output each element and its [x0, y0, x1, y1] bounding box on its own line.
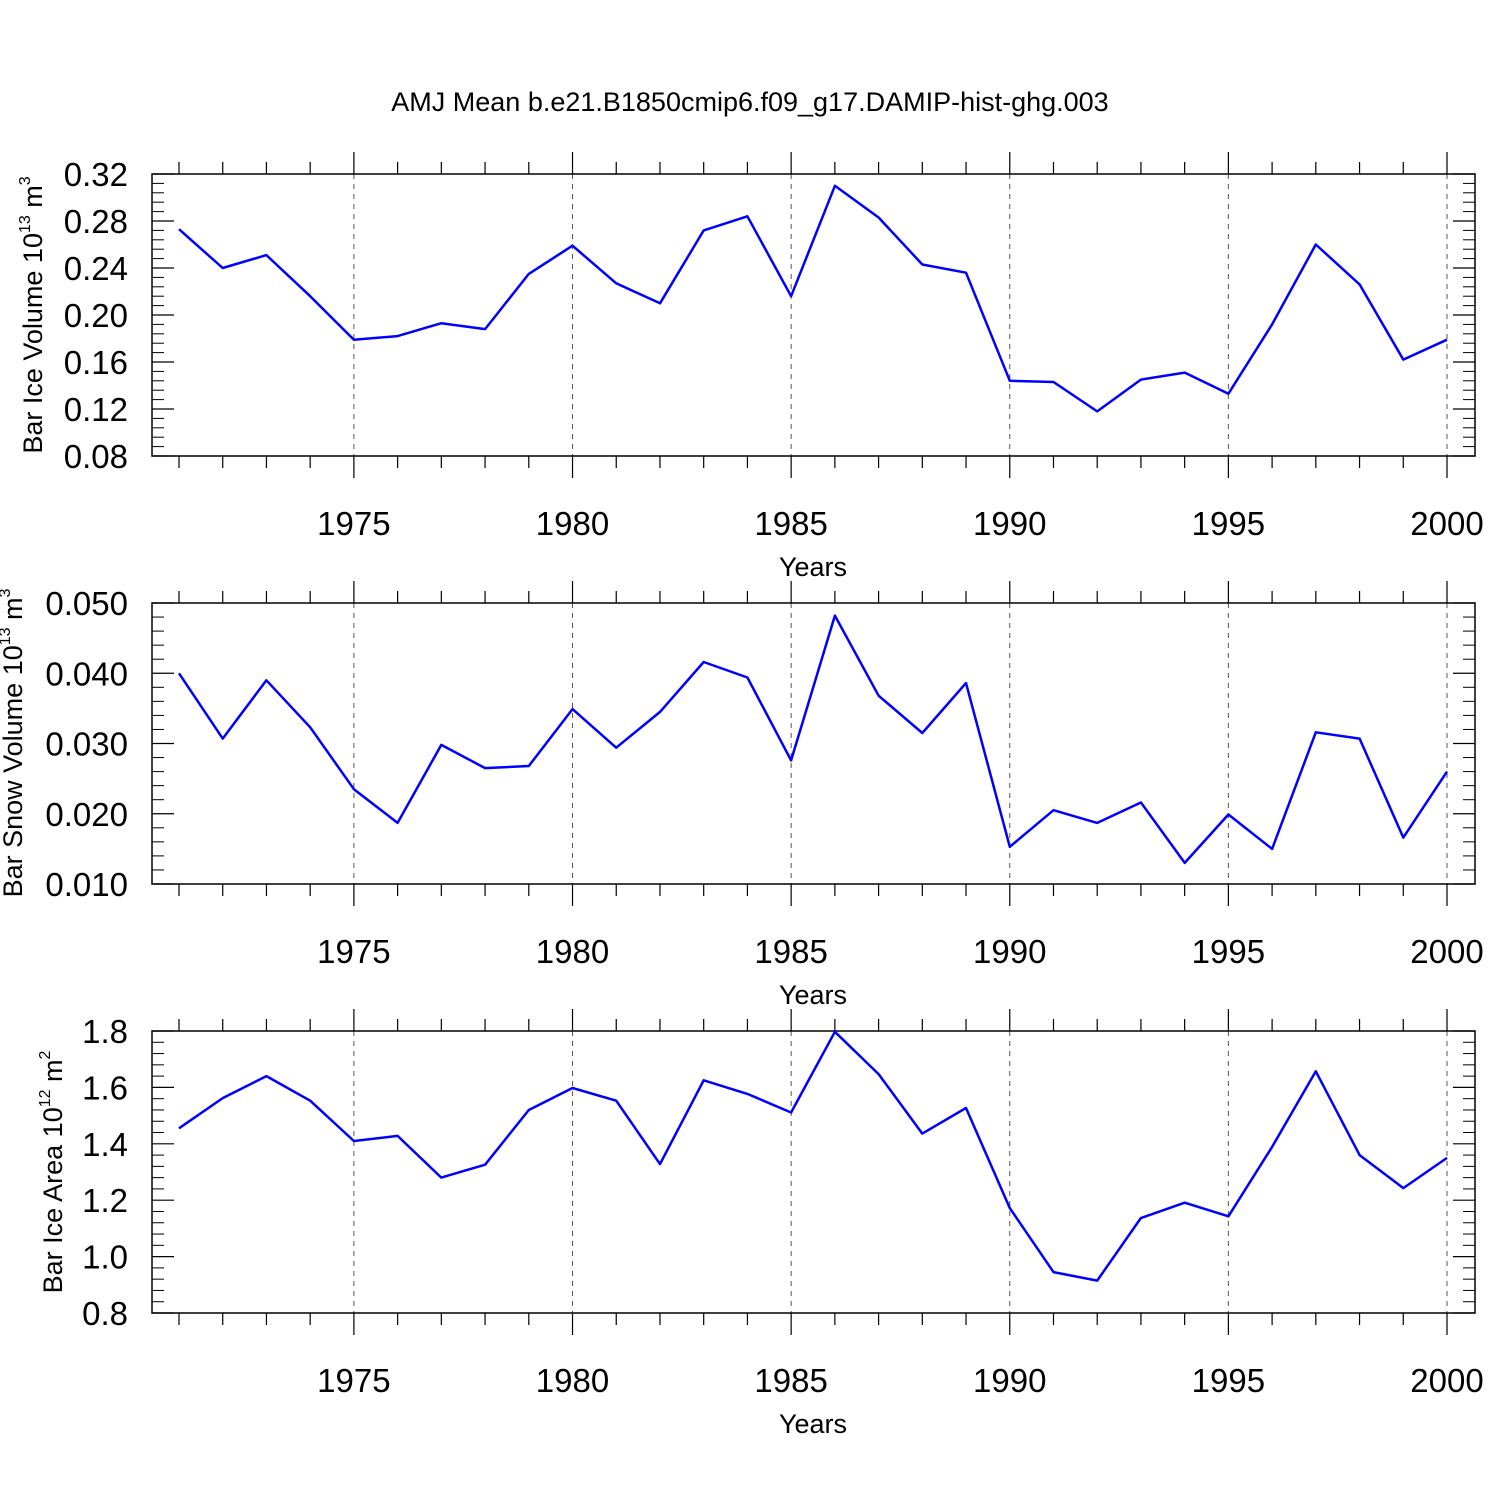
y-axis-label-base: Bar Ice Volume 10 [18, 233, 48, 454]
y-axis-label-unit-exponent: 3 [0, 588, 14, 597]
x-tick-label: 1990 [973, 505, 1046, 542]
plot-frame [151, 1030, 1476, 1314]
y-tick-label: 1.8 [82, 1013, 128, 1050]
y-tick-label: 0.12 [64, 391, 128, 428]
y-tick-label: 1.0 [82, 1239, 128, 1276]
y-tick-label: 0.08 [64, 438, 128, 475]
x-axis-label: Years [779, 552, 847, 582]
y-tick-label: 0.16 [64, 344, 128, 381]
x-axis-label: Years [779, 1409, 847, 1439]
y-axis-label-unit: m [18, 185, 48, 215]
x-tick-label: 1975 [317, 505, 390, 542]
x-tick-label: 1975 [317, 1362, 390, 1399]
y-axis-label: Bar Snow Volume 1013 m3 [0, 588, 28, 897]
y-axis-label-exponent: 13 [0, 627, 14, 645]
y-tick-label: 0.030 [45, 726, 128, 763]
x-tick-label: 2000 [1410, 505, 1483, 542]
y-axis-label-unit-exponent: 2 [37, 1050, 54, 1059]
chart-panel-3: 1975 1980 1985 1990 1995 2000 Years 0.8 1.0 1.2 1.… [37, 1009, 1484, 1439]
y-tick-label: 0.8 [82, 1295, 128, 1332]
y-axis-label-exponent: 13 [17, 215, 34, 233]
y-tick-label: 0.040 [45, 655, 128, 692]
x-tick-label: 1980 [536, 933, 609, 970]
x-tick-label: 1995 [1192, 933, 1265, 970]
y-tick-label: 0.28 [64, 203, 128, 240]
x-tick-label: 1990 [973, 1362, 1046, 1399]
plot-frame [151, 602, 1476, 885]
y-tick-label: 0.050 [45, 585, 128, 622]
y-axis-label: Bar Ice Volume 1013 m3 [17, 176, 48, 453]
y-tick-label: 1.6 [82, 1069, 128, 1106]
figure-title: AMJ Mean b.e21.B1850cmip6.f09_g17.DAMIP-… [391, 87, 1108, 117]
x-tick-label: 1995 [1192, 505, 1265, 542]
x-axis-label: Years [779, 980, 847, 1010]
y-axis-label-exponent: 12 [37, 1089, 54, 1107]
y-tick-label: 0.24 [64, 250, 128, 287]
series-line [178, 184, 1448, 413]
x-tick-label: 1990 [973, 933, 1046, 970]
x-tick-label: 1975 [317, 933, 390, 970]
y-axis-label-unit: m [0, 597, 28, 627]
x-tick-label: 1985 [754, 1362, 827, 1399]
x-tick-label: 1980 [536, 1362, 609, 1399]
series-line [178, 1030, 1448, 1282]
series-line [177, 614, 1449, 865]
y-tick-label: 0.020 [45, 796, 128, 833]
y-axis-label-base: Bar Ice Area 10 [38, 1107, 68, 1293]
y-axis-label: Bar Ice Area 1012 m2 [37, 1050, 68, 1293]
x-tick-label: 2000 [1410, 933, 1483, 970]
y-tick-label: 0.20 [64, 297, 128, 334]
y-tick-label: 1.2 [82, 1182, 128, 1219]
x-tick-label: 1980 [536, 505, 609, 542]
x-tick-label: 1995 [1192, 1362, 1265, 1399]
y-tick-label: 0.32 [64, 156, 128, 193]
y-tick-label: 1.4 [82, 1126, 128, 1163]
x-tick-label: 1985 [754, 933, 827, 970]
x-tick-label: 1985 [754, 505, 827, 542]
y-axis-label-unit: m [38, 1059, 68, 1089]
y-axis-label-unit-exponent: 3 [17, 176, 34, 185]
y-axis-label-base: Bar Snow Volume 10 [0, 645, 28, 897]
x-tick-label: 2000 [1410, 1362, 1483, 1399]
chart-panel-1: 1975 1980 1985 1990 1995 2000 Years 0.08 0.12 0.1… [17, 152, 1484, 582]
y-tick-label: 0.010 [45, 866, 128, 903]
chart-panel-2: 1975 1980 1985 1990 1995 2000 Years 0.010 0.020 0… [0, 581, 1484, 1010]
